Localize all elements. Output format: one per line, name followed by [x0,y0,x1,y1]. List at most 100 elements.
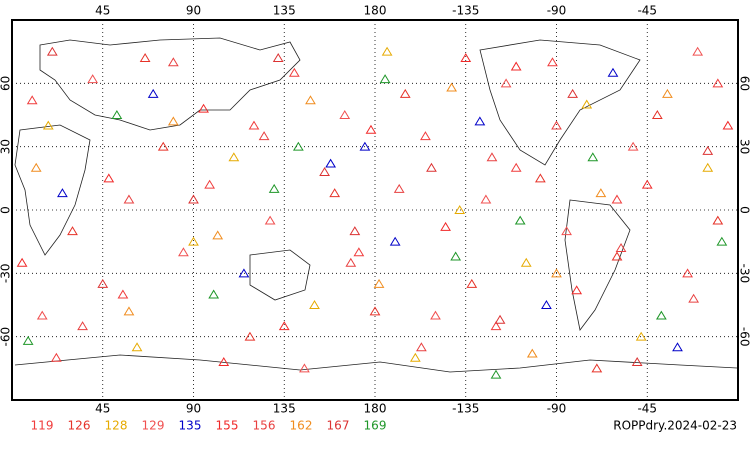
observation-marker [299,363,310,373]
observation-marker [228,152,240,162]
observation-marker [672,342,683,352]
observation-marker [111,110,123,119]
legend-label: 156 [253,419,276,433]
observation-marker [399,88,411,98]
observation-marker [278,321,290,331]
observation-marker [526,348,538,358]
observation-marker [571,285,583,295]
observation-marker [268,183,280,193]
observation-marker [188,236,199,246]
observation-marker [651,110,663,119]
observation-marker [426,162,437,172]
observation-marker [204,179,216,189]
observation-marker [393,183,405,193]
y-tick-label-right: -30 [738,264,750,284]
observation-marker [520,257,532,267]
legend-label: 135 [179,419,202,433]
observation-marker [450,251,462,261]
observation-marker [212,230,224,240]
observation-marker [541,300,552,309]
observation-marker [641,179,653,189]
observation-marker [67,226,78,236]
observation-marker [615,243,627,252]
observation-marker [551,120,562,130]
legend-label: 155 [216,419,239,433]
observation-marker [42,120,54,130]
observation-marker [587,152,599,162]
y-tick-label-left: 60 [0,76,13,91]
observation-marker [474,116,486,126]
observation-marker [702,145,714,155]
x-tick-label-top: -45 [637,4,657,18]
x-tick-label-bottom: -45 [637,402,657,416]
observation-marker [188,194,199,204]
observation-marker [258,131,270,141]
observation-marker [248,120,260,130]
observation-marker [627,141,639,151]
observation-marker [635,331,647,341]
observation-marker [46,46,58,56]
observation-marker [147,88,159,98]
y-tick-label-left: -30 [0,264,13,284]
y-tick-label-left: 30 [0,139,13,154]
x-tick-label-bottom: 45 [95,402,110,416]
observation-marker [490,369,502,379]
observation-marker [466,278,478,288]
observation-marker [305,95,316,105]
observation-marker [359,141,371,151]
observation-marker [244,331,256,341]
legend-label: 126 [68,419,91,433]
x-tick-label-bottom: -90 [547,402,567,416]
observation-marker [688,293,700,303]
observation-marker [510,61,522,71]
observation-marker [57,188,68,198]
observation-marker [682,268,693,278]
observation-marker [288,67,300,77]
observation-marker [345,257,357,267]
legend-label: 129 [142,419,165,433]
observation-marker [349,226,361,236]
observation-marker [157,141,169,151]
observation-marker [494,314,506,324]
observation-marker [611,194,623,204]
observation-marker [167,57,179,67]
observation-marker [712,78,724,88]
observation-marker [123,194,135,204]
y-tick-label-right: 0 [738,206,750,214]
observation-marker [480,194,492,204]
y-tick-label-left: 0 [0,206,13,214]
observation-marker [551,268,562,278]
observation-marker [36,310,48,320]
observation-marker [167,116,179,126]
observation-marker [486,152,498,162]
observation-marker [373,278,385,288]
observation-marker [440,221,451,231]
x-tick-label-top: 90 [186,4,201,18]
y-tick-label-left: -60 [0,327,13,347]
observation-marker [454,205,466,214]
observation-marker [339,110,351,119]
observation-marker [97,278,109,288]
observation-marker [611,251,623,261]
legend-label: 162 [290,419,313,433]
observation-marker [591,363,603,373]
y-tick-label-right: 30 [738,139,750,154]
observation-marker [272,53,284,62]
observation-marker [514,215,526,225]
observation-marker [26,95,38,105]
observation-marker [178,247,189,257]
observation-marker [420,131,431,141]
observation-marker [123,306,135,316]
observation-marker [662,88,673,98]
observation-marker [238,268,250,278]
observation-marker [16,257,28,267]
observation-marker [595,188,607,198]
observation-marker [77,321,88,331]
observation-marker [722,120,734,130]
observation-marker [381,46,393,56]
x-tick-label-bottom: 135 [273,402,296,416]
observation-marker [430,310,441,320]
observation-marker [139,53,151,62]
observation-marker [353,247,365,257]
observation-marker [500,78,512,88]
